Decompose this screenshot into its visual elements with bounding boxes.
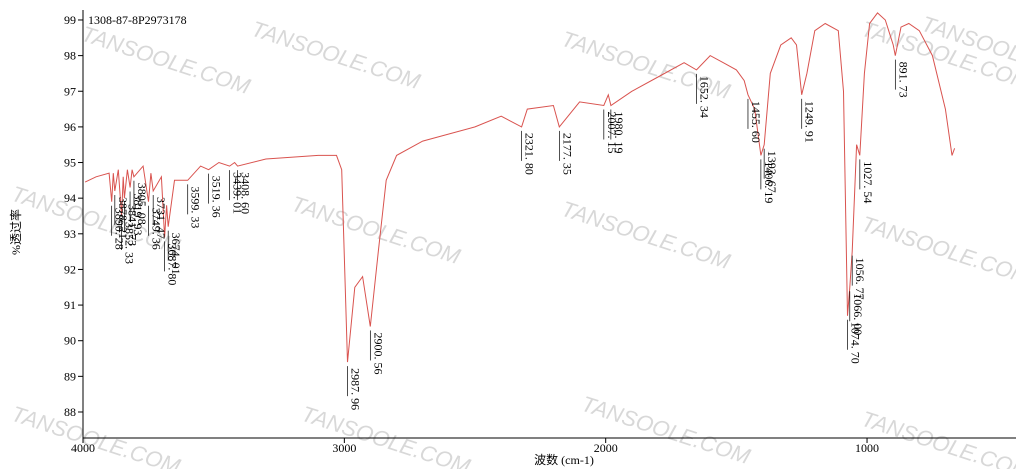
watermark: TANSOOLE.COM	[578, 391, 753, 469]
y-tick-label: 96	[64, 120, 76, 134]
watermark: TANSOOLE.COM	[248, 16, 423, 94]
peak-label: 1066. 00	[851, 293, 865, 335]
peak-label: 3674. 01	[169, 233, 183, 275]
peak-label: 1652. 34	[698, 76, 712, 118]
x-axis-label: 波数 (cm-1)	[534, 452, 594, 467]
peak-label: 3519. 36	[210, 176, 224, 218]
peak-label: 2321. 80	[523, 133, 537, 175]
peak-label: 3819. 93	[131, 193, 145, 235]
peak-label: 891. 73	[896, 62, 910, 98]
watermark: TANSOOLE.COM	[298, 401, 473, 469]
watermark: TANSOOLE.COM	[78, 21, 253, 99]
x-tick-label: 2000	[594, 441, 618, 455]
spectrum-line	[84, 12, 956, 363]
watermark: TANSOOLE.COM	[288, 191, 463, 269]
chart-title: 1308-87-8P2973178	[88, 13, 187, 27]
y-tick-label: 88	[64, 405, 76, 419]
peak-label: 3890. 28	[113, 208, 127, 250]
watermark: TANSOOLE.COM	[858, 211, 1016, 289]
y-tick-label: 92	[64, 262, 76, 276]
x-tick-label: 3000	[332, 441, 356, 455]
y-tick-label: 99	[64, 13, 76, 27]
peak-label: 3408. 60	[239, 172, 253, 214]
peak-label: 2177. 35	[560, 133, 574, 175]
peak-label: 1249. 91	[803, 101, 817, 143]
watermark: TANSOOLE.COM	[858, 406, 1016, 469]
peak-label: 3841. 73	[125, 204, 139, 246]
peak-label: 3687. 80	[166, 243, 180, 285]
x-tick-label: 1000	[855, 441, 879, 455]
peak-label: 3852. 33	[123, 222, 137, 264]
peak-label: 2007. 15	[605, 112, 619, 154]
y-tick-label: 90	[64, 334, 76, 348]
x-tick-label: 4000	[71, 441, 95, 455]
peak-label: 1406. 19	[762, 161, 776, 203]
y-axis-label: %透过率	[8, 209, 23, 255]
peak-label: 3878. 21	[116, 197, 130, 239]
watermark: TANSOOLE.COM	[558, 196, 733, 274]
peak-label: 2987. 96	[348, 368, 362, 410]
peak-label: 2900. 56	[371, 332, 385, 374]
y-tick-label: 95	[64, 156, 76, 170]
peak-label: 3599. 33	[189, 186, 203, 228]
y-tick-label: 93	[64, 227, 76, 241]
y-tick-label: 97	[64, 84, 76, 98]
peak-label: 1393. 67	[765, 151, 779, 193]
y-tick-label: 91	[64, 298, 76, 312]
peak-label: 1455. 60	[749, 101, 763, 143]
peak-label: 1074. 70	[849, 322, 863, 364]
peak-label: 1980. 19	[612, 112, 626, 154]
peak-label: 3805. 08	[135, 183, 149, 225]
peak-label: 1027. 54	[861, 161, 875, 203]
y-tick-label: 94	[64, 191, 76, 205]
peak-label: 3731. 47	[154, 197, 168, 239]
y-tick-label: 98	[64, 49, 76, 63]
y-tick-label: 89	[64, 369, 76, 383]
peak-label: 1056. 77	[853, 258, 867, 300]
watermark: TANSOOLE.COM	[8, 401, 183, 469]
